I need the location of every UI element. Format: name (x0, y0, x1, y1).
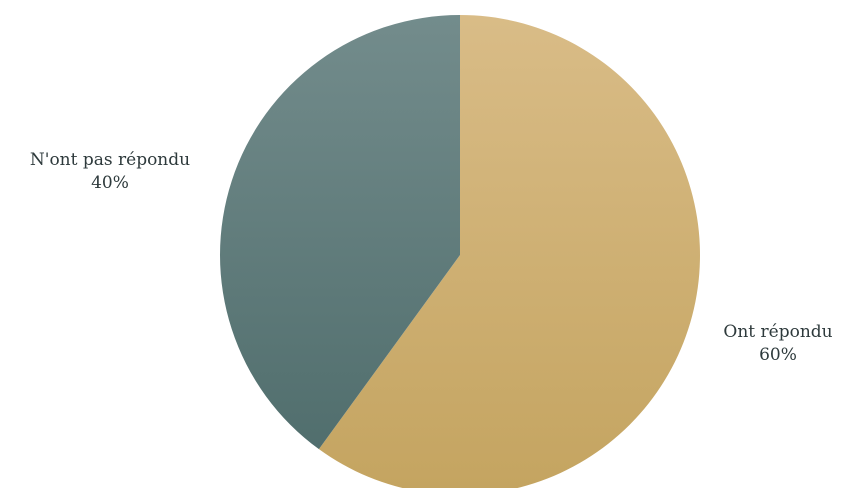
slice-label-1: N'ont pas répondu (30, 150, 190, 170)
slice-percent-1: 40% (91, 173, 129, 193)
pie-labels: Ont répondu 60% N'ont pas répondu 40% (30, 150, 833, 365)
pie-slice-1 (219, 15, 460, 450)
slice-label-0: Ont répondu (723, 322, 832, 342)
slice-percent-0: 60% (759, 345, 797, 365)
pie-slices (219, 15, 700, 488)
pie-slice-0 (318, 15, 700, 488)
